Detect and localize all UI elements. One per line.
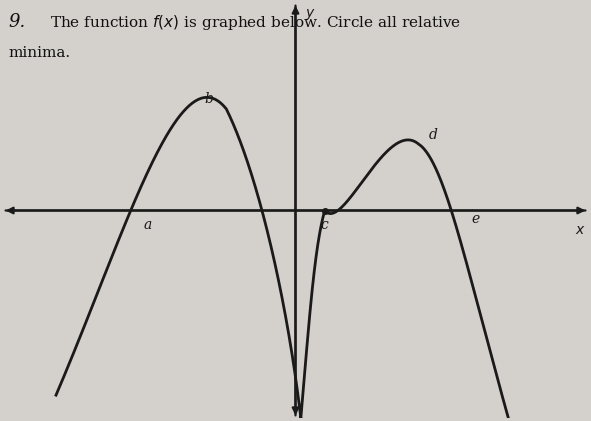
Text: minima.: minima. xyxy=(9,46,71,60)
Text: $y$: $y$ xyxy=(305,8,316,22)
Text: b: b xyxy=(205,92,214,106)
Text: 9.: 9. xyxy=(9,13,26,31)
Text: c: c xyxy=(321,218,329,232)
Text: $x$: $x$ xyxy=(575,224,586,237)
Text: d: d xyxy=(428,128,437,142)
Text: e: e xyxy=(471,212,479,226)
Text: a: a xyxy=(144,218,152,232)
Text: The function $f(x)$ is graphed below. Circle all relative: The function $f(x)$ is graphed below. Ci… xyxy=(50,13,462,32)
